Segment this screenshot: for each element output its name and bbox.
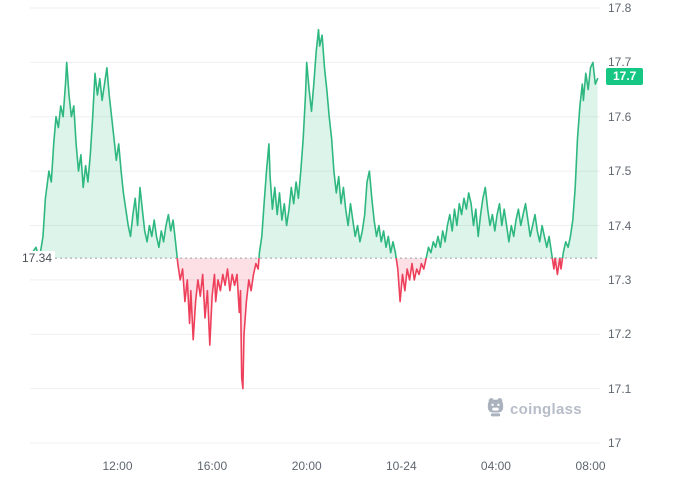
y-axis-label: 17.2 <box>608 327 632 342</box>
y-axis-label: 17.4 <box>608 218 632 233</box>
y-axis-label: 17.3 <box>608 272 632 287</box>
area-fill-below-baseline <box>177 258 563 389</box>
price-line-up <box>31 28 599 259</box>
y-axis-label: 17.6 <box>608 109 632 124</box>
coinglass-watermark-text: coinglass <box>510 400 582 418</box>
x-axis-label: 04:00 <box>480 459 511 473</box>
coinglass-watermark[interactable]: coinglass <box>487 397 582 421</box>
y-axis-label: 17.5 <box>608 164 632 179</box>
baseline-price-label: 17.34 <box>19 251 56 265</box>
x-axis-label: 08:00 <box>575 459 606 473</box>
x-axis-label: 12:00 <box>102 459 133 473</box>
x-axis-label: 20:00 <box>291 459 322 473</box>
x-axis-label: 16:00 <box>197 459 228 473</box>
area-fill-above-baseline <box>32 29 598 259</box>
current-price-badge: 17.7 <box>606 68 644 85</box>
x-axis-label: 10-24 <box>385 459 417 473</box>
y-axis-label: 17.1 <box>608 381 632 396</box>
y-axis-label: 17 <box>608 436 622 450</box>
coinglass-bear-icon <box>487 397 504 421</box>
y-axis-label: 17.7 <box>608 55 632 70</box>
y-axis-label: 17.8 <box>608 1 632 15</box>
